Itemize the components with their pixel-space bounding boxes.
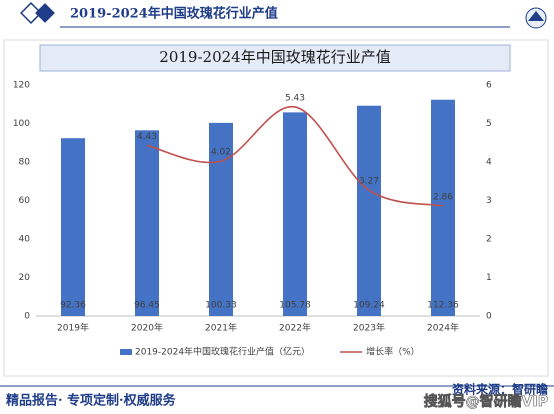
- legend-swatch: [120, 349, 132, 355]
- x-tick-label: 2022年: [279, 322, 311, 334]
- chart-frame: [3, 39, 549, 377]
- y2-tick-label: 0: [486, 312, 492, 322]
- y2-tick-label: 5: [486, 119, 492, 129]
- legend-label: 2019-2024年中国玫瑰花行业产值（亿元）: [135, 346, 310, 358]
- y-tick-label: 40: [19, 235, 31, 245]
- line-value-label: 3.27: [359, 177, 379, 187]
- x-tick-label: 2021年: [205, 322, 237, 334]
- header-icon: [20, 2, 42, 24]
- footer-source: 资料来源：智研瞻: [452, 382, 548, 397]
- line: [146, 106, 444, 207]
- y2-tick-label: 2: [486, 235, 492, 245]
- y-tick-label: 120: [13, 81, 30, 91]
- x-tick-label: 2020年: [131, 322, 163, 334]
- bar: [283, 112, 307, 316]
- header-icon: [35, 3, 55, 23]
- bar: [357, 105, 381, 316]
- y-tick-label: 100: [13, 119, 30, 129]
- line-value-label: 4.02: [211, 148, 231, 158]
- bar-value-label: 112.36: [427, 301, 459, 311]
- y-tick-label: 20: [19, 273, 31, 283]
- bar-value-label: 109.24: [353, 301, 385, 311]
- x-tick-label: 2024年: [427, 322, 459, 334]
- x-tick-label: 2023年: [353, 322, 385, 334]
- logo: [528, 11, 544, 21]
- line-value-label: 2.86: [433, 192, 453, 202]
- bar: [209, 122, 233, 317]
- line-value-label: 5.43: [285, 93, 305, 103]
- legend-label: 增长率（%）: [366, 346, 420, 358]
- header-title: 2019-2024年中国玫瑰花行业产值: [70, 6, 278, 22]
- y2-tick-label: 1: [486, 273, 492, 283]
- watermark: 搜狐号@智研瞻VIP: [424, 393, 548, 410]
- title-banner: [39, 44, 511, 72]
- bar-value-label: 96.45: [134, 301, 160, 311]
- y-tick-label: 80: [19, 158, 31, 168]
- bar: [135, 130, 159, 316]
- bar-value-label: 105.78: [279, 301, 311, 311]
- y-tick-label: 0: [24, 312, 30, 322]
- y2-tick-label: 4: [486, 158, 492, 168]
- bar-value-label: 100.33: [205, 301, 237, 311]
- footer-slogan: 精品报告· 专项定制·权威服务: [6, 393, 177, 409]
- y-tick-label: 60: [19, 196, 31, 206]
- bar: [61, 138, 85, 316]
- y2-tick-label: 6: [486, 81, 492, 91]
- bar: [431, 99, 455, 316]
- bar-value-label: 92.36: [60, 301, 86, 311]
- chart-title: 2019-2024年中国玫瑰花行业产值: [159, 48, 390, 66]
- y2-tick-label: 3: [486, 196, 492, 206]
- x-tick-label: 2019年: [57, 322, 89, 334]
- line-value-label: 4.43: [137, 132, 157, 142]
